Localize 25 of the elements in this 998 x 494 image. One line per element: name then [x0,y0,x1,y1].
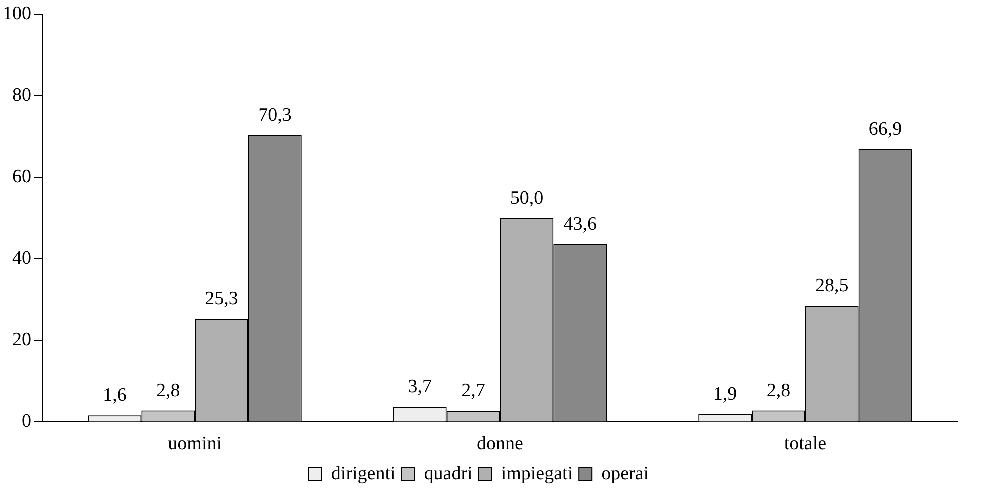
legend-label: impiegati [501,463,574,484]
data-label: 70,3 [258,105,292,126]
y-tick-label: 60 [12,166,32,188]
y-tick-label: 40 [12,248,32,270]
x-tick-label: totale [784,434,827,455]
x-tick-label: uomini [168,434,222,455]
data-label: 25,3 [205,288,238,310]
legend-label: operai [602,463,650,484]
x-tick-label: donne [477,434,524,455]
data-label: 2,7 [462,380,486,402]
data-label: 50,0 [510,188,544,209]
data-label: 3,7 [408,376,432,398]
data-label: 66,9 [868,118,902,140]
data-label: 1,9 [713,384,738,405]
y-tick-label: 100 [3,3,32,24]
data-label: 2,8 [766,380,791,402]
data-label: 28,5 [815,275,849,296]
legend-label: quadri [424,463,473,484]
y-tick-label: 20 [12,330,32,351]
legend-label: dirigenti [331,463,396,484]
data-label: 1,6 [103,385,127,406]
data-label: 43,6 [564,214,597,235]
y-tick-label: 80 [12,84,32,106]
data-label: 2,8 [156,380,180,402]
y-tick-label: 0 [22,411,32,432]
